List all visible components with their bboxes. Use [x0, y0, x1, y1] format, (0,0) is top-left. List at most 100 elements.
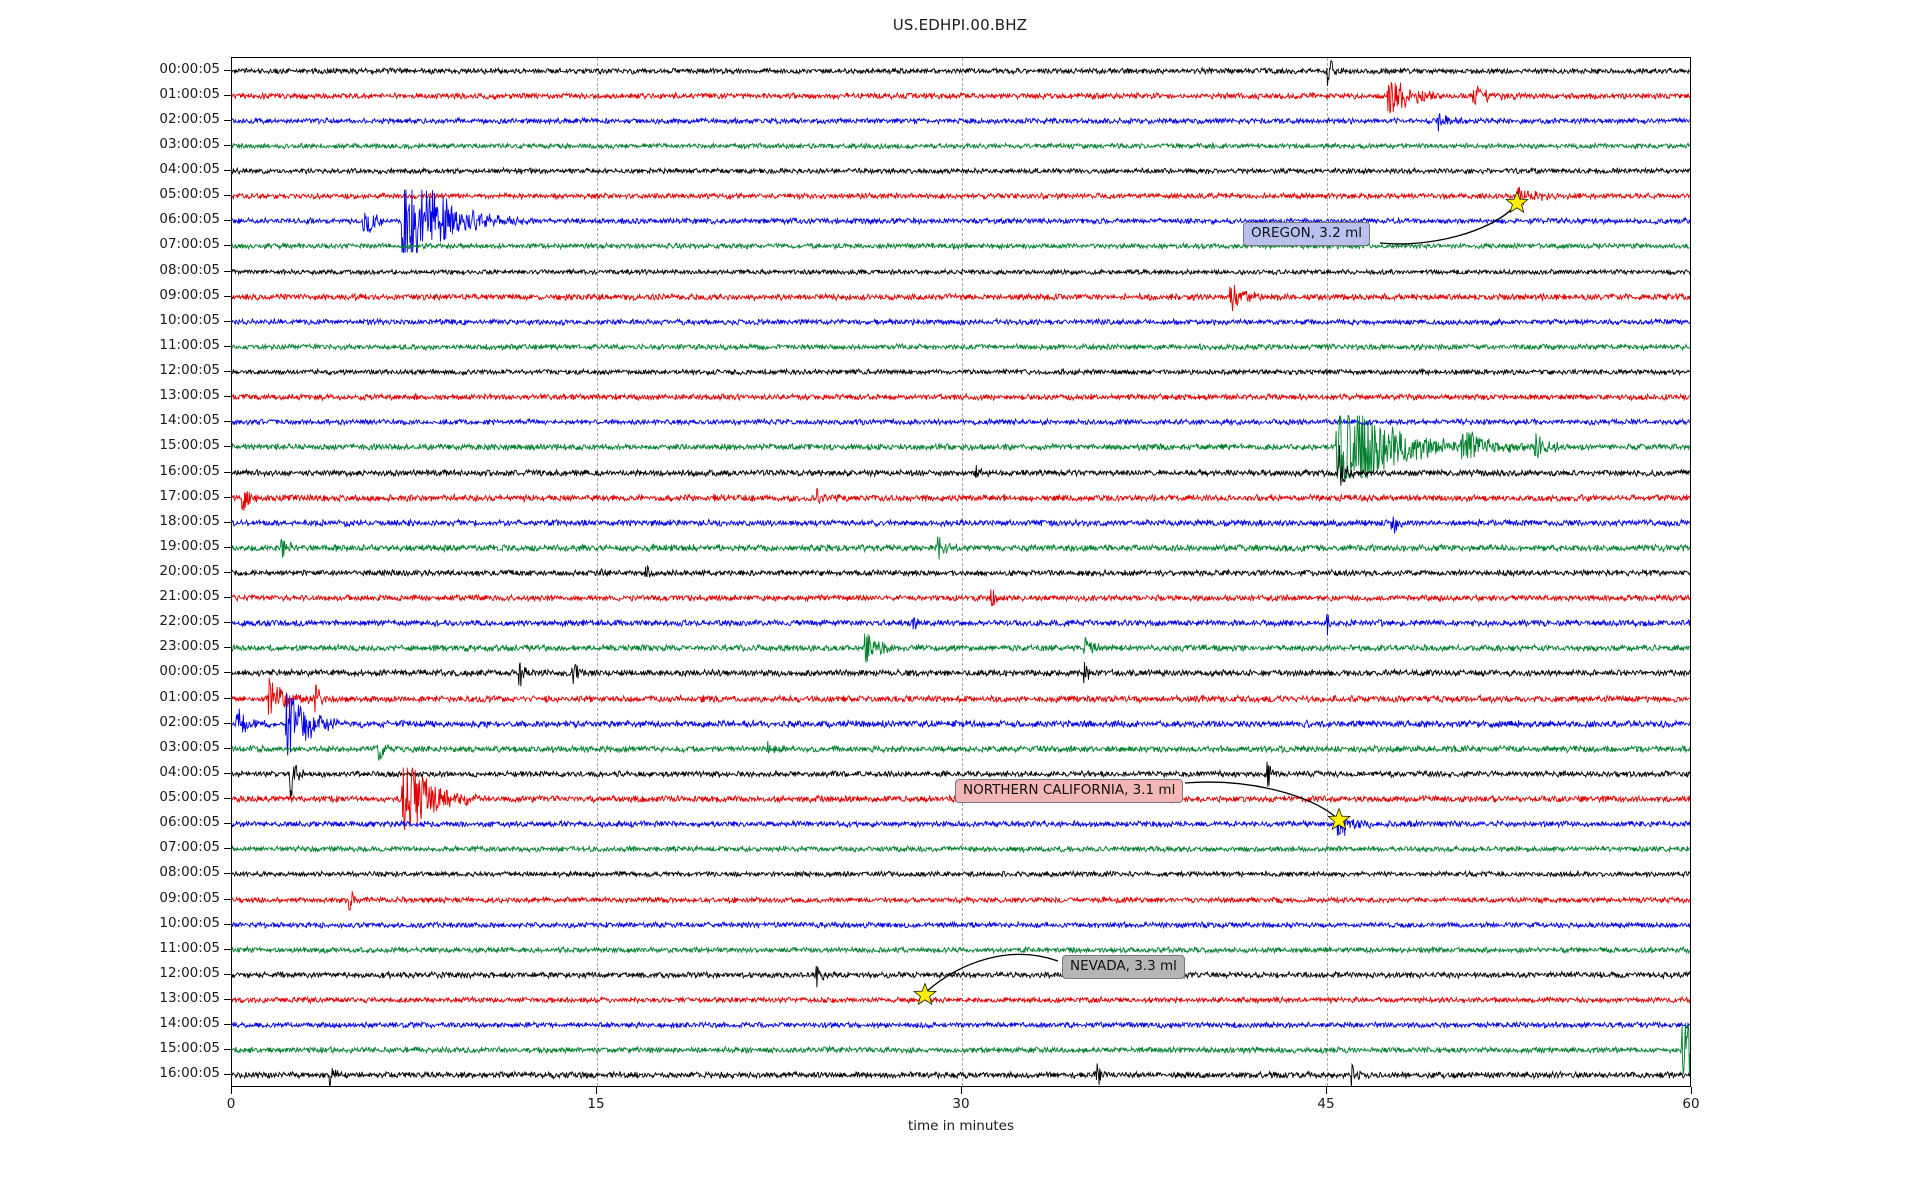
seismic-trace-row-7: [232, 216, 1690, 276]
y-axis-tick-14: [224, 421, 232, 423]
seismic-trace-row-6: [232, 191, 1690, 251]
seismic-trace-row-35: [232, 920, 1690, 980]
y-axis-label-22: 22:00:05: [159, 613, 220, 630]
x-axis-tick-0: [231, 1087, 232, 1094]
y-axis-tick-9: [224, 295, 232, 297]
seismic-trace-row-37: [232, 970, 1690, 1030]
plot-area: [231, 57, 1691, 1087]
seismic-trace-row-30: [232, 794, 1690, 854]
seismic-trace-row-11: [232, 317, 1690, 377]
seismic-trace-row-39: [232, 1020, 1690, 1080]
seismic-trace-row-27: [232, 719, 1690, 779]
x-axis-tick-15: [596, 1087, 597, 1094]
y-axis-tick-32: [224, 873, 232, 875]
y-axis-tick-19: [224, 546, 232, 548]
y-axis-label-18: 18:00:05: [159, 512, 220, 529]
y-axis-tick-21: [224, 597, 232, 599]
x-axis-tick-45: [1326, 1087, 1327, 1094]
y-axis-tick-28: [224, 772, 232, 774]
y-axis-label-5: 05:00:05: [159, 186, 220, 203]
seismic-trace-row-9: [232, 267, 1690, 327]
y-axis-label-9: 09:00:05: [159, 286, 220, 303]
y-axis-label-16: 16:00:05: [159, 462, 220, 479]
y-axis-tick-0: [224, 69, 232, 71]
y-axis-label-39: 15:00:05: [159, 1040, 220, 1057]
seismic-trace-row-16: [232, 443, 1690, 503]
y-axis-tick-1: [224, 94, 232, 96]
y-axis-tick-20: [224, 572, 232, 573]
seismic-trace-row-1: [232, 66, 1690, 126]
y-axis-tick-26: [224, 722, 232, 724]
seismic-trace-row-3: [232, 116, 1690, 176]
seismic-trace-row-15: [232, 417, 1690, 477]
y-axis-label-17: 17:00:05: [159, 487, 220, 504]
y-axis-label-4: 04:00:05: [159, 161, 220, 178]
x-axis-tick-label-60: 60: [1682, 1096, 1700, 1112]
x-axis-tick-label-0: 0: [226, 1096, 236, 1112]
seismic-trace-row-4: [232, 141, 1690, 201]
y-axis-label-2: 02:00:05: [159, 110, 220, 127]
y-axis-label-35: 11:00:05: [159, 939, 220, 956]
seismic-trace-row-18: [232, 493, 1690, 553]
seismic-trace-row-19: [232, 518, 1690, 578]
y-axis-tick-38: [224, 1024, 232, 1026]
x-axis-tick-30: [961, 1087, 962, 1094]
seismic-trace-row-14: [232, 392, 1690, 452]
y-axis-tick-15: [224, 446, 232, 448]
y-axis-label-3: 03:00:05: [159, 135, 220, 152]
x-axis-title: time in minutes: [907, 1118, 1015, 1134]
x-axis-tick-label-15: 15: [587, 1096, 605, 1112]
y-axis-label-26: 02:00:05: [159, 713, 220, 730]
y-axis-tick-13: [224, 396, 232, 398]
y-axis-label-34: 10:00:05: [159, 914, 220, 931]
seismic-trace-row-26: [232, 694, 1690, 754]
seismic-trace-row-24: [232, 643, 1690, 703]
seismic-trace-row-20: [232, 543, 1690, 603]
y-axis-label-33: 09:00:05: [159, 889, 220, 906]
y-axis-tick-22: [224, 622, 232, 624]
y-axis-tick-11: [224, 345, 232, 347]
y-axis-tick-23: [224, 647, 232, 649]
seismic-trace-row-21: [232, 568, 1690, 628]
y-axis-tick-12: [224, 371, 232, 373]
seismic-trace-row-38: [232, 995, 1690, 1055]
x-axis-tick-60: [1691, 1087, 1692, 1094]
y-axis-tick-7: [224, 245, 232, 247]
y-axis-label-10: 10:00:05: [159, 311, 220, 328]
gridline-15: [597, 58, 598, 1086]
y-axis-tick-37: [224, 999, 232, 1001]
y-axis-label-28: 04:00:05: [159, 763, 220, 780]
annotation-label-nevada[interactable]: NEVADA, 3.3 ml: [1062, 955, 1185, 979]
y-axis-label-13: 13:00:05: [159, 387, 220, 404]
y-axis-label-6: 06:00:05: [159, 211, 220, 228]
y-axis-label-21: 21:00:05: [159, 588, 220, 605]
seismic-trace-row-10: [232, 292, 1690, 352]
y-axis-tick-8: [224, 270, 232, 272]
y-axis-label-19: 19:00:05: [159, 537, 220, 554]
y-axis-tick-25: [224, 697, 232, 699]
seismic-trace-row-31: [232, 819, 1690, 879]
y-axis-label-1: 01:00:05: [159, 85, 220, 102]
y-axis-label-15: 15:00:05: [159, 437, 220, 454]
y-axis-tick-2: [224, 119, 232, 121]
seismic-trace-row-25: [232, 669, 1690, 729]
x-axis-tick-label-30: 30: [952, 1096, 970, 1112]
y-axis-tick-17: [224, 496, 232, 498]
y-axis-tick-10: [224, 320, 232, 322]
y-axis-label-23: 23:00:05: [159, 638, 220, 655]
y-axis-label-30: 06:00:05: [159, 814, 220, 831]
y-axis-tick-27: [224, 747, 232, 749]
y-axis-tick-6: [224, 220, 232, 222]
seismic-trace-row-32: [232, 844, 1690, 904]
y-axis-tick-34: [224, 923, 232, 925]
y-axis-label-14: 14:00:05: [159, 412, 220, 429]
y-axis-label-32: 08:00:05: [159, 864, 220, 881]
y-axis-tick-30: [224, 823, 232, 825]
y-axis-tick-16: [224, 471, 232, 473]
y-axis-label-12: 12:00:05: [159, 362, 220, 379]
seismic-trace-row-2: [232, 91, 1690, 151]
annotation-label-oregon[interactable]: OREGON, 3.2 ml: [1243, 222, 1370, 246]
seismic-trace-row-5: [232, 166, 1690, 226]
gridline-30: [962, 58, 963, 1086]
annotation-label-northern-california[interactable]: NORTHERN CALIFORNIA, 3.1 ml: [955, 779, 1184, 803]
